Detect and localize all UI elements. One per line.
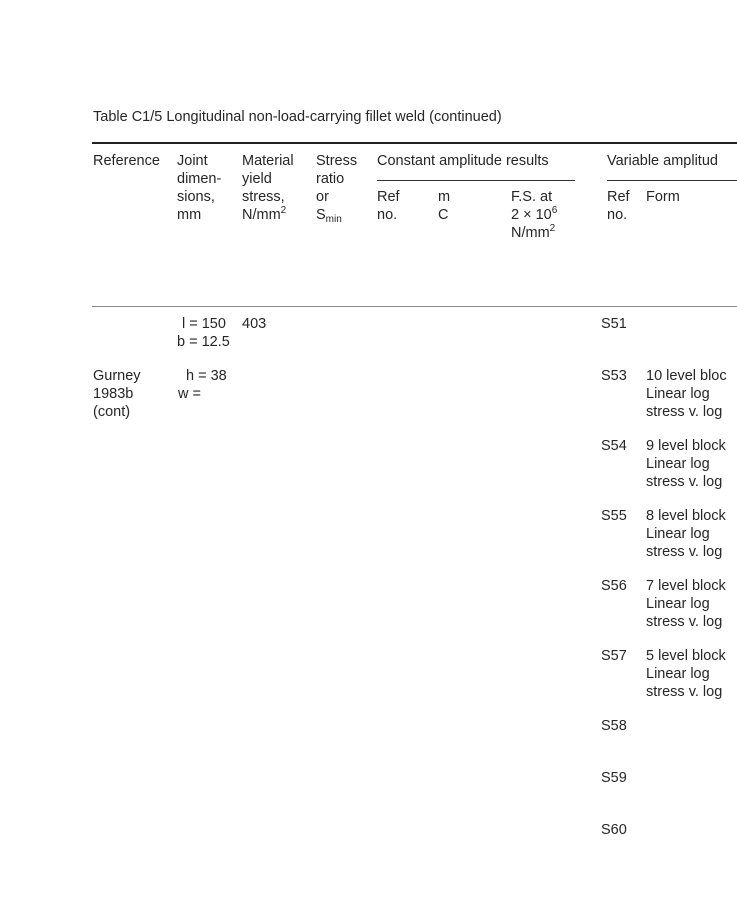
header-constant-ref: no. <box>377 207 398 223</box>
unit: N/mm <box>242 207 281 223</box>
header-line: F.S. at <box>511 189 553 205</box>
variable-form-cell: Linear log <box>646 526 710 542</box>
variable-form-cell: 5 level block <box>646 648 726 664</box>
variable-form-cell: Linear log <box>646 666 710 682</box>
variable-form-cell: Linear log <box>646 596 710 612</box>
exponent: 2 <box>549 223 556 234</box>
header-variable-form: Form <box>646 189 680 205</box>
header-line: Smin <box>316 206 342 225</box>
header-variable-ref: no. <box>607 207 628 223</box>
reference-cell: Gurney <box>93 368 141 384</box>
material-cell: 403 <box>242 316 267 332</box>
variable-ref-cell: S60 <box>601 822 627 838</box>
header-line: 2 × 106 <box>511 206 557 224</box>
subscript: min <box>325 214 342 225</box>
variable-form-cell: Linear log <box>646 456 710 472</box>
variable-form-cell: 10 level bloc <box>646 368 727 384</box>
header-reference: Reference <box>93 153 160 169</box>
variable-ref-cell: S55 <box>601 508 627 524</box>
header-constant-m: m <box>438 189 451 205</box>
reference-cell: (cont) <box>93 404 131 420</box>
joint-cell: l = 150 <box>182 316 226 332</box>
variable-ref-cell: S58 <box>601 718 627 734</box>
header-constant-group: Constant amplitude results <box>377 153 549 169</box>
header-constant-ref: Ref <box>377 189 400 205</box>
joint-cell: h = 38 <box>186 368 227 384</box>
header-line: ratio <box>316 171 345 187</box>
header-line: sions, <box>177 189 215 205</box>
header-line: Material <box>242 153 294 169</box>
header-line: N/mm2 <box>511 224 555 242</box>
joint-cell: w = <box>178 386 201 402</box>
joint-cell: b = 12.5 <box>177 334 230 350</box>
variable-form-cell: Linear log <box>646 386 710 402</box>
header-line: dimen- <box>177 171 222 187</box>
top-rule <box>92 142 737 144</box>
table-caption: Table C1/5 Longitudinal non-load-carryin… <box>93 109 502 125</box>
variable-form-cell: stress v. log <box>646 404 723 420</box>
symbol: S <box>316 207 326 223</box>
exponent: 6 <box>551 205 558 216</box>
variable-form-cell: 8 level block <box>646 508 726 524</box>
variable-form-cell: 9 level block <box>646 438 726 454</box>
constant-group-rule <box>377 180 575 181</box>
header-line: stress, <box>242 189 285 205</box>
variable-form-cell: stress v. log <box>646 614 723 630</box>
variable-form-cell: stress v. log <box>646 544 723 560</box>
value: 2 × 10 <box>511 207 552 223</box>
variable-ref-cell: S57 <box>601 648 627 664</box>
variable-group-rule <box>607 180 737 181</box>
header-constant-c: C <box>438 207 449 223</box>
reference-cell: 1983b <box>93 386 134 402</box>
header-line: Stress <box>316 153 358 169</box>
variable-form-cell: stress v. log <box>646 474 723 490</box>
header-line: mm <box>177 207 202 223</box>
variable-ref-cell: S56 <box>601 578 627 594</box>
header-line: or <box>316 189 329 205</box>
header-variable-group: Variable amplitud <box>607 153 718 169</box>
header-variable-ref: Ref <box>607 189 630 205</box>
exponent: 2 <box>280 205 287 216</box>
unit: N/mm <box>511 225 550 241</box>
header-line: Joint <box>177 153 208 169</box>
variable-ref-cell: S59 <box>601 770 627 786</box>
variable-form-cell: stress v. log <box>646 684 723 700</box>
header-line: yield <box>242 171 272 187</box>
header-bottom-rule <box>92 306 737 307</box>
variable-ref-cell: S54 <box>601 438 627 454</box>
variable-ref-cell: S51 <box>601 316 627 332</box>
variable-ref-cell: S53 <box>601 368 627 384</box>
header-line: N/mm2 <box>242 206 286 224</box>
variable-form-cell: 7 level block <box>646 578 726 594</box>
